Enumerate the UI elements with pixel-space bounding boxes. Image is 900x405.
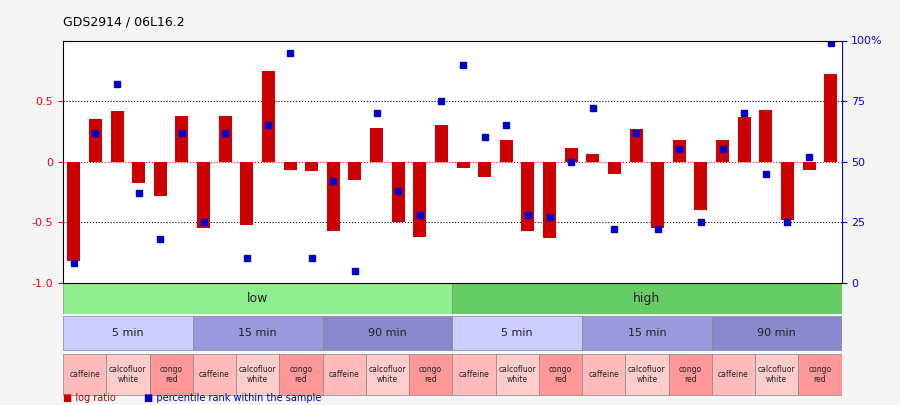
- Bar: [262, 71, 274, 162]
- Text: 5 min: 5 min: [112, 328, 144, 338]
- FancyBboxPatch shape: [106, 354, 149, 394]
- FancyBboxPatch shape: [669, 354, 712, 394]
- Bar: [176, 115, 188, 162]
- Bar: [695, 162, 707, 210]
- FancyBboxPatch shape: [193, 316, 322, 350]
- Text: congo
red: congo red: [159, 365, 183, 384]
- Bar: [284, 162, 296, 170]
- Bar: [586, 154, 599, 162]
- FancyBboxPatch shape: [452, 283, 842, 314]
- Text: 15 min: 15 min: [627, 328, 666, 338]
- FancyBboxPatch shape: [63, 354, 106, 394]
- Bar: [760, 109, 772, 162]
- Text: ■ percentile rank within the sample: ■ percentile rank within the sample: [144, 393, 321, 403]
- Bar: [219, 115, 231, 162]
- Text: calcofluor
white: calcofluor white: [238, 365, 276, 384]
- Bar: [456, 162, 470, 168]
- Bar: [738, 117, 751, 162]
- Text: 90 min: 90 min: [757, 328, 796, 338]
- FancyBboxPatch shape: [279, 354, 322, 394]
- Bar: [327, 162, 340, 230]
- Bar: [305, 162, 319, 171]
- FancyBboxPatch shape: [236, 354, 279, 394]
- Text: caffeine: caffeine: [199, 370, 230, 379]
- Bar: [478, 162, 491, 177]
- Text: calcofluor
white: calcofluor white: [109, 365, 147, 384]
- Bar: [521, 162, 535, 230]
- FancyBboxPatch shape: [582, 316, 712, 350]
- Text: congo
red: congo red: [419, 365, 442, 384]
- Text: caffeine: caffeine: [718, 370, 749, 379]
- FancyBboxPatch shape: [452, 354, 496, 394]
- Bar: [652, 162, 664, 228]
- Text: caffeine: caffeine: [458, 370, 490, 379]
- Bar: [392, 162, 405, 222]
- Text: ■ log ratio: ■ log ratio: [63, 393, 116, 403]
- FancyBboxPatch shape: [322, 316, 452, 350]
- Bar: [132, 162, 145, 183]
- FancyBboxPatch shape: [539, 354, 582, 394]
- FancyBboxPatch shape: [798, 354, 842, 394]
- Bar: [348, 162, 362, 180]
- FancyBboxPatch shape: [755, 354, 798, 394]
- Bar: [89, 119, 102, 162]
- Text: congo
red: congo red: [808, 365, 832, 384]
- Bar: [154, 162, 166, 196]
- FancyBboxPatch shape: [193, 354, 236, 394]
- Bar: [564, 148, 578, 162]
- Bar: [630, 129, 643, 162]
- Bar: [68, 162, 80, 261]
- Text: calcofluor
white: calcofluor white: [758, 365, 796, 384]
- Text: caffeine: caffeine: [328, 370, 359, 379]
- Bar: [240, 162, 253, 225]
- Text: congo
red: congo red: [549, 365, 572, 384]
- Bar: [673, 140, 686, 162]
- Bar: [413, 162, 427, 237]
- Bar: [543, 162, 556, 238]
- Text: calcofluor
white: calcofluor white: [369, 365, 406, 384]
- Text: 90 min: 90 min: [368, 328, 407, 338]
- FancyBboxPatch shape: [452, 316, 582, 350]
- Text: 5 min: 5 min: [501, 328, 533, 338]
- Text: caffeine: caffeine: [589, 370, 619, 379]
- FancyBboxPatch shape: [712, 316, 842, 350]
- FancyBboxPatch shape: [365, 354, 409, 394]
- Text: congo
red: congo red: [289, 365, 312, 384]
- FancyBboxPatch shape: [712, 354, 755, 394]
- Text: high: high: [634, 292, 661, 305]
- FancyBboxPatch shape: [149, 354, 193, 394]
- FancyBboxPatch shape: [626, 354, 669, 394]
- Bar: [824, 75, 837, 162]
- Bar: [608, 162, 621, 174]
- Bar: [781, 162, 794, 220]
- FancyBboxPatch shape: [496, 354, 539, 394]
- FancyBboxPatch shape: [63, 283, 452, 314]
- FancyBboxPatch shape: [582, 354, 626, 394]
- FancyBboxPatch shape: [409, 354, 452, 394]
- Text: calcofluor
white: calcofluor white: [628, 365, 666, 384]
- FancyBboxPatch shape: [63, 316, 193, 350]
- Bar: [111, 111, 123, 162]
- Bar: [716, 140, 729, 162]
- Bar: [500, 140, 513, 162]
- Bar: [370, 128, 383, 162]
- Text: 15 min: 15 min: [238, 328, 277, 338]
- Bar: [435, 125, 448, 162]
- FancyBboxPatch shape: [322, 354, 365, 394]
- Text: GDS2914 / 06L16.2: GDS2914 / 06L16.2: [63, 15, 184, 28]
- Bar: [197, 162, 210, 228]
- Text: low: low: [247, 292, 268, 305]
- Text: congo
red: congo red: [679, 365, 702, 384]
- Text: caffeine: caffeine: [69, 370, 100, 379]
- Text: calcofluor
white: calcofluor white: [499, 365, 536, 384]
- Bar: [803, 162, 815, 170]
